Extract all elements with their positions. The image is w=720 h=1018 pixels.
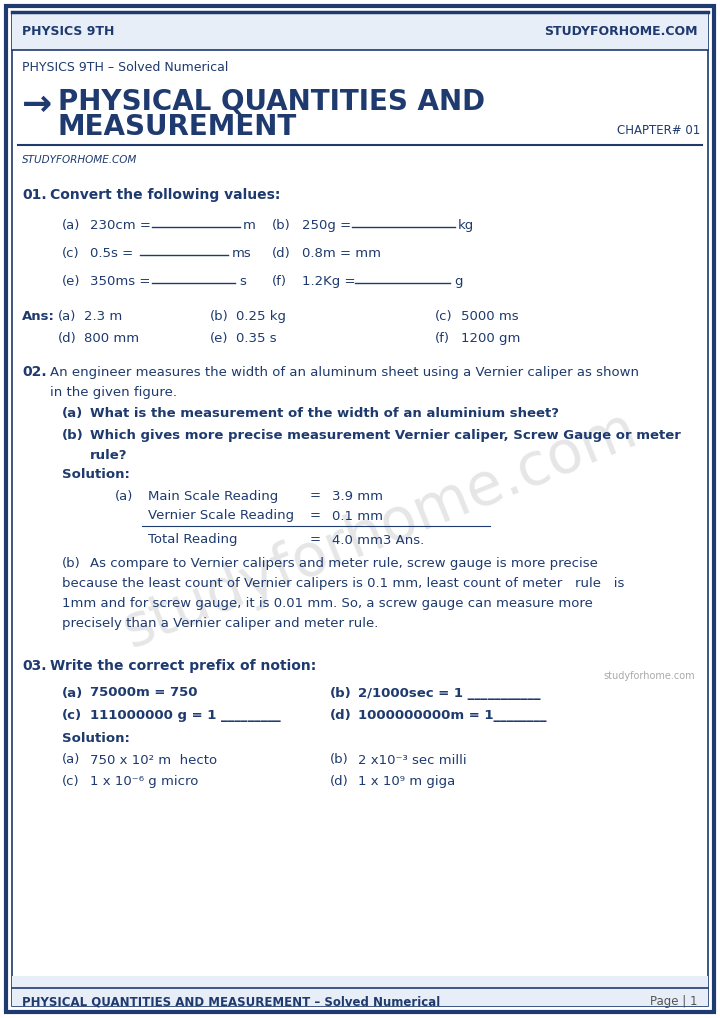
Text: Ans:: Ans: [22, 309, 55, 323]
Text: 230cm =: 230cm = [90, 219, 151, 231]
Text: 1mm and for screw gauge, it is 0.01 mm. So, a screw gauge can measure more: 1mm and for screw gauge, it is 0.01 mm. … [62, 597, 593, 610]
Text: Main Scale Reading: Main Scale Reading [148, 490, 278, 503]
Text: =: = [310, 509, 321, 522]
Text: PHYSICS 9TH: PHYSICS 9TH [22, 24, 114, 38]
Text: Solution:: Solution: [62, 732, 130, 744]
Text: 0.25 kg: 0.25 kg [236, 309, 286, 323]
Text: Convert the following values:: Convert the following values: [50, 188, 280, 202]
Text: (d): (d) [330, 776, 348, 789]
Text: =: = [310, 533, 321, 547]
Text: s: s [239, 275, 246, 287]
Text: rule?: rule? [90, 449, 127, 461]
Text: (a): (a) [58, 309, 76, 323]
Text: STUDYFORHOME.COM: STUDYFORHOME.COM [22, 155, 138, 165]
Text: (d): (d) [58, 332, 77, 344]
Text: (a): (a) [62, 686, 84, 699]
Text: 1 x 10⁹ m giga: 1 x 10⁹ m giga [358, 776, 455, 789]
Text: (c): (c) [62, 776, 80, 789]
Text: (b): (b) [62, 429, 84, 442]
Text: Solution:: Solution: [62, 467, 130, 480]
Text: (c): (c) [435, 309, 453, 323]
Text: (c): (c) [62, 709, 82, 722]
Text: g: g [454, 275, 462, 287]
Text: 3.9 mm: 3.9 mm [332, 490, 383, 503]
Text: As compare to Vernier calipers and meter rule, screw gauge is more precise: As compare to Vernier calipers and meter… [90, 557, 598, 569]
Text: STUDYFORHOME.COM: STUDYFORHOME.COM [544, 24, 698, 38]
Text: 03.: 03. [22, 659, 47, 673]
Text: (a): (a) [62, 753, 81, 767]
Text: because the least count of Vernier calipers is 0.1 mm, least count of meter   ru: because the least count of Vernier calip… [62, 576, 624, 589]
Text: (b): (b) [330, 686, 352, 699]
Text: m: m [243, 219, 256, 231]
Text: 0.35 s: 0.35 s [236, 332, 276, 344]
Text: 0.8m = mm: 0.8m = mm [302, 246, 381, 260]
Text: 2.3 m: 2.3 m [84, 309, 122, 323]
Text: 1 x 10⁻⁶ g micro: 1 x 10⁻⁶ g micro [90, 776, 199, 789]
Text: precisely than a Vernier caliper and meter rule.: precisely than a Vernier caliper and met… [62, 617, 379, 629]
Text: kg: kg [458, 219, 474, 231]
Text: (a): (a) [62, 406, 84, 419]
Text: (a): (a) [115, 490, 133, 503]
Text: 1000000000m = 1________: 1000000000m = 1________ [358, 709, 546, 722]
Text: (d): (d) [272, 246, 291, 260]
Text: PHYSICAL QUANTITIES AND MEASUREMENT – Solved Numerical: PHYSICAL QUANTITIES AND MEASUREMENT – So… [22, 996, 440, 1009]
Text: 02.: 02. [22, 365, 47, 379]
Text: 0.5s =: 0.5s = [90, 246, 133, 260]
Text: (e): (e) [210, 332, 228, 344]
Text: 1.2Kg =: 1.2Kg = [302, 275, 356, 287]
Text: studyforhome.com: studyforhome.com [114, 401, 646, 660]
Text: What is the measurement of the width of an aluminium sheet?: What is the measurement of the width of … [90, 406, 559, 419]
Text: 2/1000sec = 1 ___________: 2/1000sec = 1 ___________ [358, 686, 541, 699]
Text: Page | 1: Page | 1 [650, 996, 698, 1009]
Text: Total Reading: Total Reading [148, 533, 238, 547]
Text: 0.1 mm: 0.1 mm [332, 509, 383, 522]
Text: PHYSICAL QUANTITIES AND: PHYSICAL QUANTITIES AND [58, 88, 485, 116]
Text: 2 x10⁻³ sec milli: 2 x10⁻³ sec milli [358, 753, 467, 767]
Text: (e): (e) [62, 275, 81, 287]
Text: Vernier Scale Reading: Vernier Scale Reading [148, 509, 294, 522]
Text: (b): (b) [210, 309, 229, 323]
Text: (b): (b) [62, 557, 81, 569]
Text: (a): (a) [62, 219, 81, 231]
Bar [12, 12, 708, 50]
Text: 5000 ms: 5000 ms [461, 309, 518, 323]
Text: Which gives more precise measurement Vernier caliper, Screw Gauge or meter: Which gives more precise measurement Ver… [90, 429, 681, 442]
Text: 01.: 01. [22, 188, 47, 202]
Text: →: → [22, 88, 53, 122]
Text: =: = [310, 490, 321, 503]
Text: studyforhome.com: studyforhome.com [603, 671, 695, 681]
Text: 111000000 g = 1 _________: 111000000 g = 1 _________ [90, 709, 281, 722]
Text: 250g =: 250g = [302, 219, 351, 231]
Text: (d): (d) [330, 709, 352, 722]
Text: 75000m = 750: 75000m = 750 [90, 686, 197, 699]
Text: (f): (f) [435, 332, 450, 344]
Text: (b): (b) [330, 753, 348, 767]
Text: 350ms =: 350ms = [90, 275, 150, 287]
Text: 750 x 10² m  hecto: 750 x 10² m hecto [90, 753, 217, 767]
Text: (c): (c) [62, 246, 80, 260]
Text: CHAPTER# 01: CHAPTER# 01 [617, 123, 700, 136]
Text: An engineer measures the width of an aluminum sheet using a Vernier caliper as s: An engineer measures the width of an alu… [50, 365, 639, 379]
Text: (f): (f) [272, 275, 287, 287]
Text: 1200 gm: 1200 gm [461, 332, 521, 344]
Text: 800 mm: 800 mm [84, 332, 139, 344]
Bar [12, 976, 708, 1006]
Text: PHYSICS 9TH – Solved Numerical: PHYSICS 9TH – Solved Numerical [22, 60, 228, 73]
Text: in the given figure.: in the given figure. [50, 386, 177, 398]
Text: ms: ms [232, 246, 252, 260]
Text: 4.0 mm3 Ans.: 4.0 mm3 Ans. [332, 533, 424, 547]
Text: MEASUREMENT: MEASUREMENT [58, 113, 297, 142]
Text: Write the correct prefix of notion:: Write the correct prefix of notion: [50, 659, 316, 673]
Text: (b): (b) [272, 219, 291, 231]
